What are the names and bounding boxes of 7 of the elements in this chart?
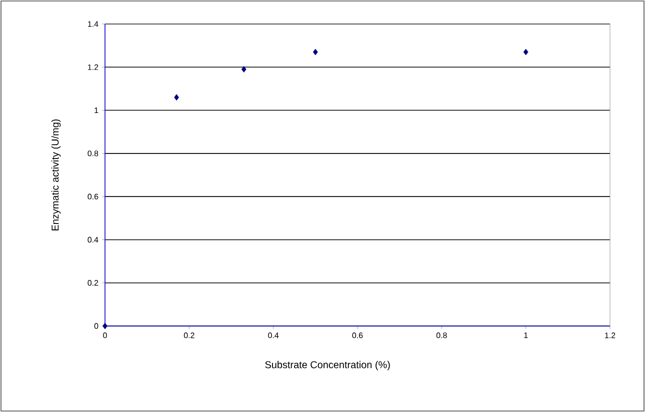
point [523,48,528,56]
point [241,66,246,72]
x-axis-title: Substrate Concentration (%) [265,360,390,370]
point [312,48,318,56]
point [102,322,108,330]
y-axis-title: Enzymatic activity (U/mg) [51,119,61,230]
point [174,94,179,101]
